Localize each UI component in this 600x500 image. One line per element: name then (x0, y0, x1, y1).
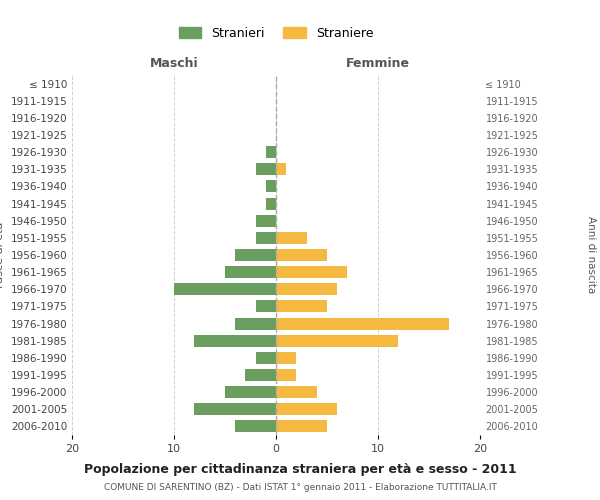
Legend: Stranieri, Straniere: Stranieri, Straniere (175, 23, 377, 44)
Bar (256, 352, 276, 364)
Y-axis label: Fasce di età: Fasce di età (0, 222, 5, 288)
Bar (235, 420, 276, 432)
Bar (256, 214, 276, 226)
Bar (276, 266, 347, 278)
Bar (276, 369, 296, 381)
Text: COMUNE DI SARENTINO (BZ) - Dati ISTAT 1° gennaio 2011 - Elaborazione TUTTITALIA.: COMUNE DI SARENTINO (BZ) - Dati ISTAT 1°… (104, 482, 496, 492)
Text: Femmine: Femmine (346, 57, 410, 70)
Bar (225, 266, 276, 278)
Bar (276, 386, 317, 398)
Bar (276, 284, 337, 296)
Text: Maschi: Maschi (149, 57, 199, 70)
Bar (276, 300, 327, 312)
Bar (225, 386, 276, 398)
Bar (245, 369, 276, 381)
Bar (276, 232, 307, 244)
Bar (194, 404, 276, 415)
Bar (256, 232, 276, 244)
Bar (276, 334, 398, 346)
Bar (276, 352, 296, 364)
Bar (266, 180, 276, 192)
Bar (266, 146, 276, 158)
Bar (235, 318, 276, 330)
Bar (276, 404, 337, 415)
Bar (276, 164, 286, 175)
Text: Anni di nascita: Anni di nascita (586, 216, 596, 294)
Bar (235, 249, 276, 261)
Bar (256, 300, 276, 312)
Bar (194, 334, 276, 346)
Bar (174, 284, 276, 296)
Bar (266, 198, 276, 209)
Bar (276, 420, 327, 432)
Bar (276, 318, 449, 330)
Bar (256, 164, 276, 175)
Bar (276, 249, 327, 261)
Text: Popolazione per cittadinanza straniera per età e sesso - 2011: Popolazione per cittadinanza straniera p… (83, 462, 517, 475)
